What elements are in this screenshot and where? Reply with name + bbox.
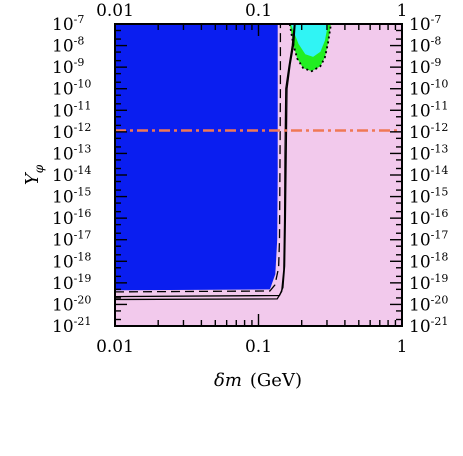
x-tick-labels-top: 0.01 0.1 1 xyxy=(96,1,407,21)
y-tick-label: 10-12 xyxy=(52,121,91,143)
y-tick-label-right: 10-14 xyxy=(409,164,448,186)
x-axis-label: δm (GeV) xyxy=(214,370,302,391)
y-tick-label-right: 10-17 xyxy=(409,229,448,251)
y-tick-label: 10-16 xyxy=(52,207,91,229)
curve-dashed-0 xyxy=(115,24,282,293)
y-tick-label-right: 10-21 xyxy=(409,315,448,337)
y-tick-label: 10-15 xyxy=(52,186,91,208)
plot-area xyxy=(115,24,402,326)
y-axis-label-symbol: Y xyxy=(22,171,43,185)
region-0 xyxy=(115,24,278,291)
y-tick-label-right: 10-10 xyxy=(409,78,448,100)
y-tick-labels-right: 10-710-810-910-1010-1110-1210-1310-1410-… xyxy=(409,13,448,337)
y-tick-label: 10-14 xyxy=(52,164,91,186)
y-tick-label: 10-9 xyxy=(52,56,84,78)
y-tick-label: 10-8 xyxy=(52,35,84,57)
y-tick-label-right: 10-9 xyxy=(409,56,441,78)
y-tick-label: 10-13 xyxy=(52,142,91,164)
curves xyxy=(115,24,402,301)
y-tick-labels-left: 10-710-810-910-1010-1110-1210-1310-1410-… xyxy=(52,13,91,337)
y-tick-label: 10-20 xyxy=(52,293,91,315)
x-tick-labels-bottom: 0.01 0.1 1 xyxy=(96,337,407,357)
region-2 xyxy=(290,24,328,57)
x-axis-label-symbol: δm xyxy=(214,370,242,391)
regions xyxy=(115,24,331,291)
y-axis-label-subscript: φ xyxy=(32,164,46,173)
y-tick-label-right: 10-8 xyxy=(409,35,441,57)
y-tick-label: 10-7 xyxy=(52,13,84,35)
y-tick-label-right: 10-7 xyxy=(409,13,441,35)
y-tick-label-right: 10-12 xyxy=(409,121,448,143)
y-tick-label-right: 10-11 xyxy=(409,99,448,121)
y-tick-label-right: 10-15 xyxy=(409,186,448,208)
y-tick-label-right: 10-20 xyxy=(409,293,448,315)
x-tick-label: 0.1 xyxy=(245,337,272,357)
y-tick-label: 10-21 xyxy=(52,315,91,337)
x-tick-label-top: 0.1 xyxy=(245,1,272,21)
y-tick-label-right: 10-18 xyxy=(409,250,448,272)
curve-solid-2 xyxy=(115,24,296,298)
y-tick-label-right: 10-16 xyxy=(409,207,448,229)
x-axis-label-unit: (GeV) xyxy=(250,370,302,391)
plot-frame xyxy=(114,23,403,327)
y-tick-label: 10-17 xyxy=(52,229,91,251)
x-tick-label: 1 xyxy=(397,337,408,357)
y-tick-label: 10-18 xyxy=(52,250,91,272)
y-tick-label: 10-10 xyxy=(52,78,91,100)
x-tick-label-top: 1 xyxy=(397,1,408,21)
y-tick-label-right: 10-13 xyxy=(409,142,448,164)
y-axis-label: Yφ xyxy=(22,164,46,185)
x-tick-label: 0.01 xyxy=(96,337,134,357)
y-tick-label: 10-11 xyxy=(52,99,91,121)
y-tick-label-right: 10-19 xyxy=(409,272,448,294)
y-tick-label: 10-19 xyxy=(52,272,91,294)
x-tick-label-top: 0.01 xyxy=(96,1,134,21)
curve-dotted-3 xyxy=(288,24,332,73)
